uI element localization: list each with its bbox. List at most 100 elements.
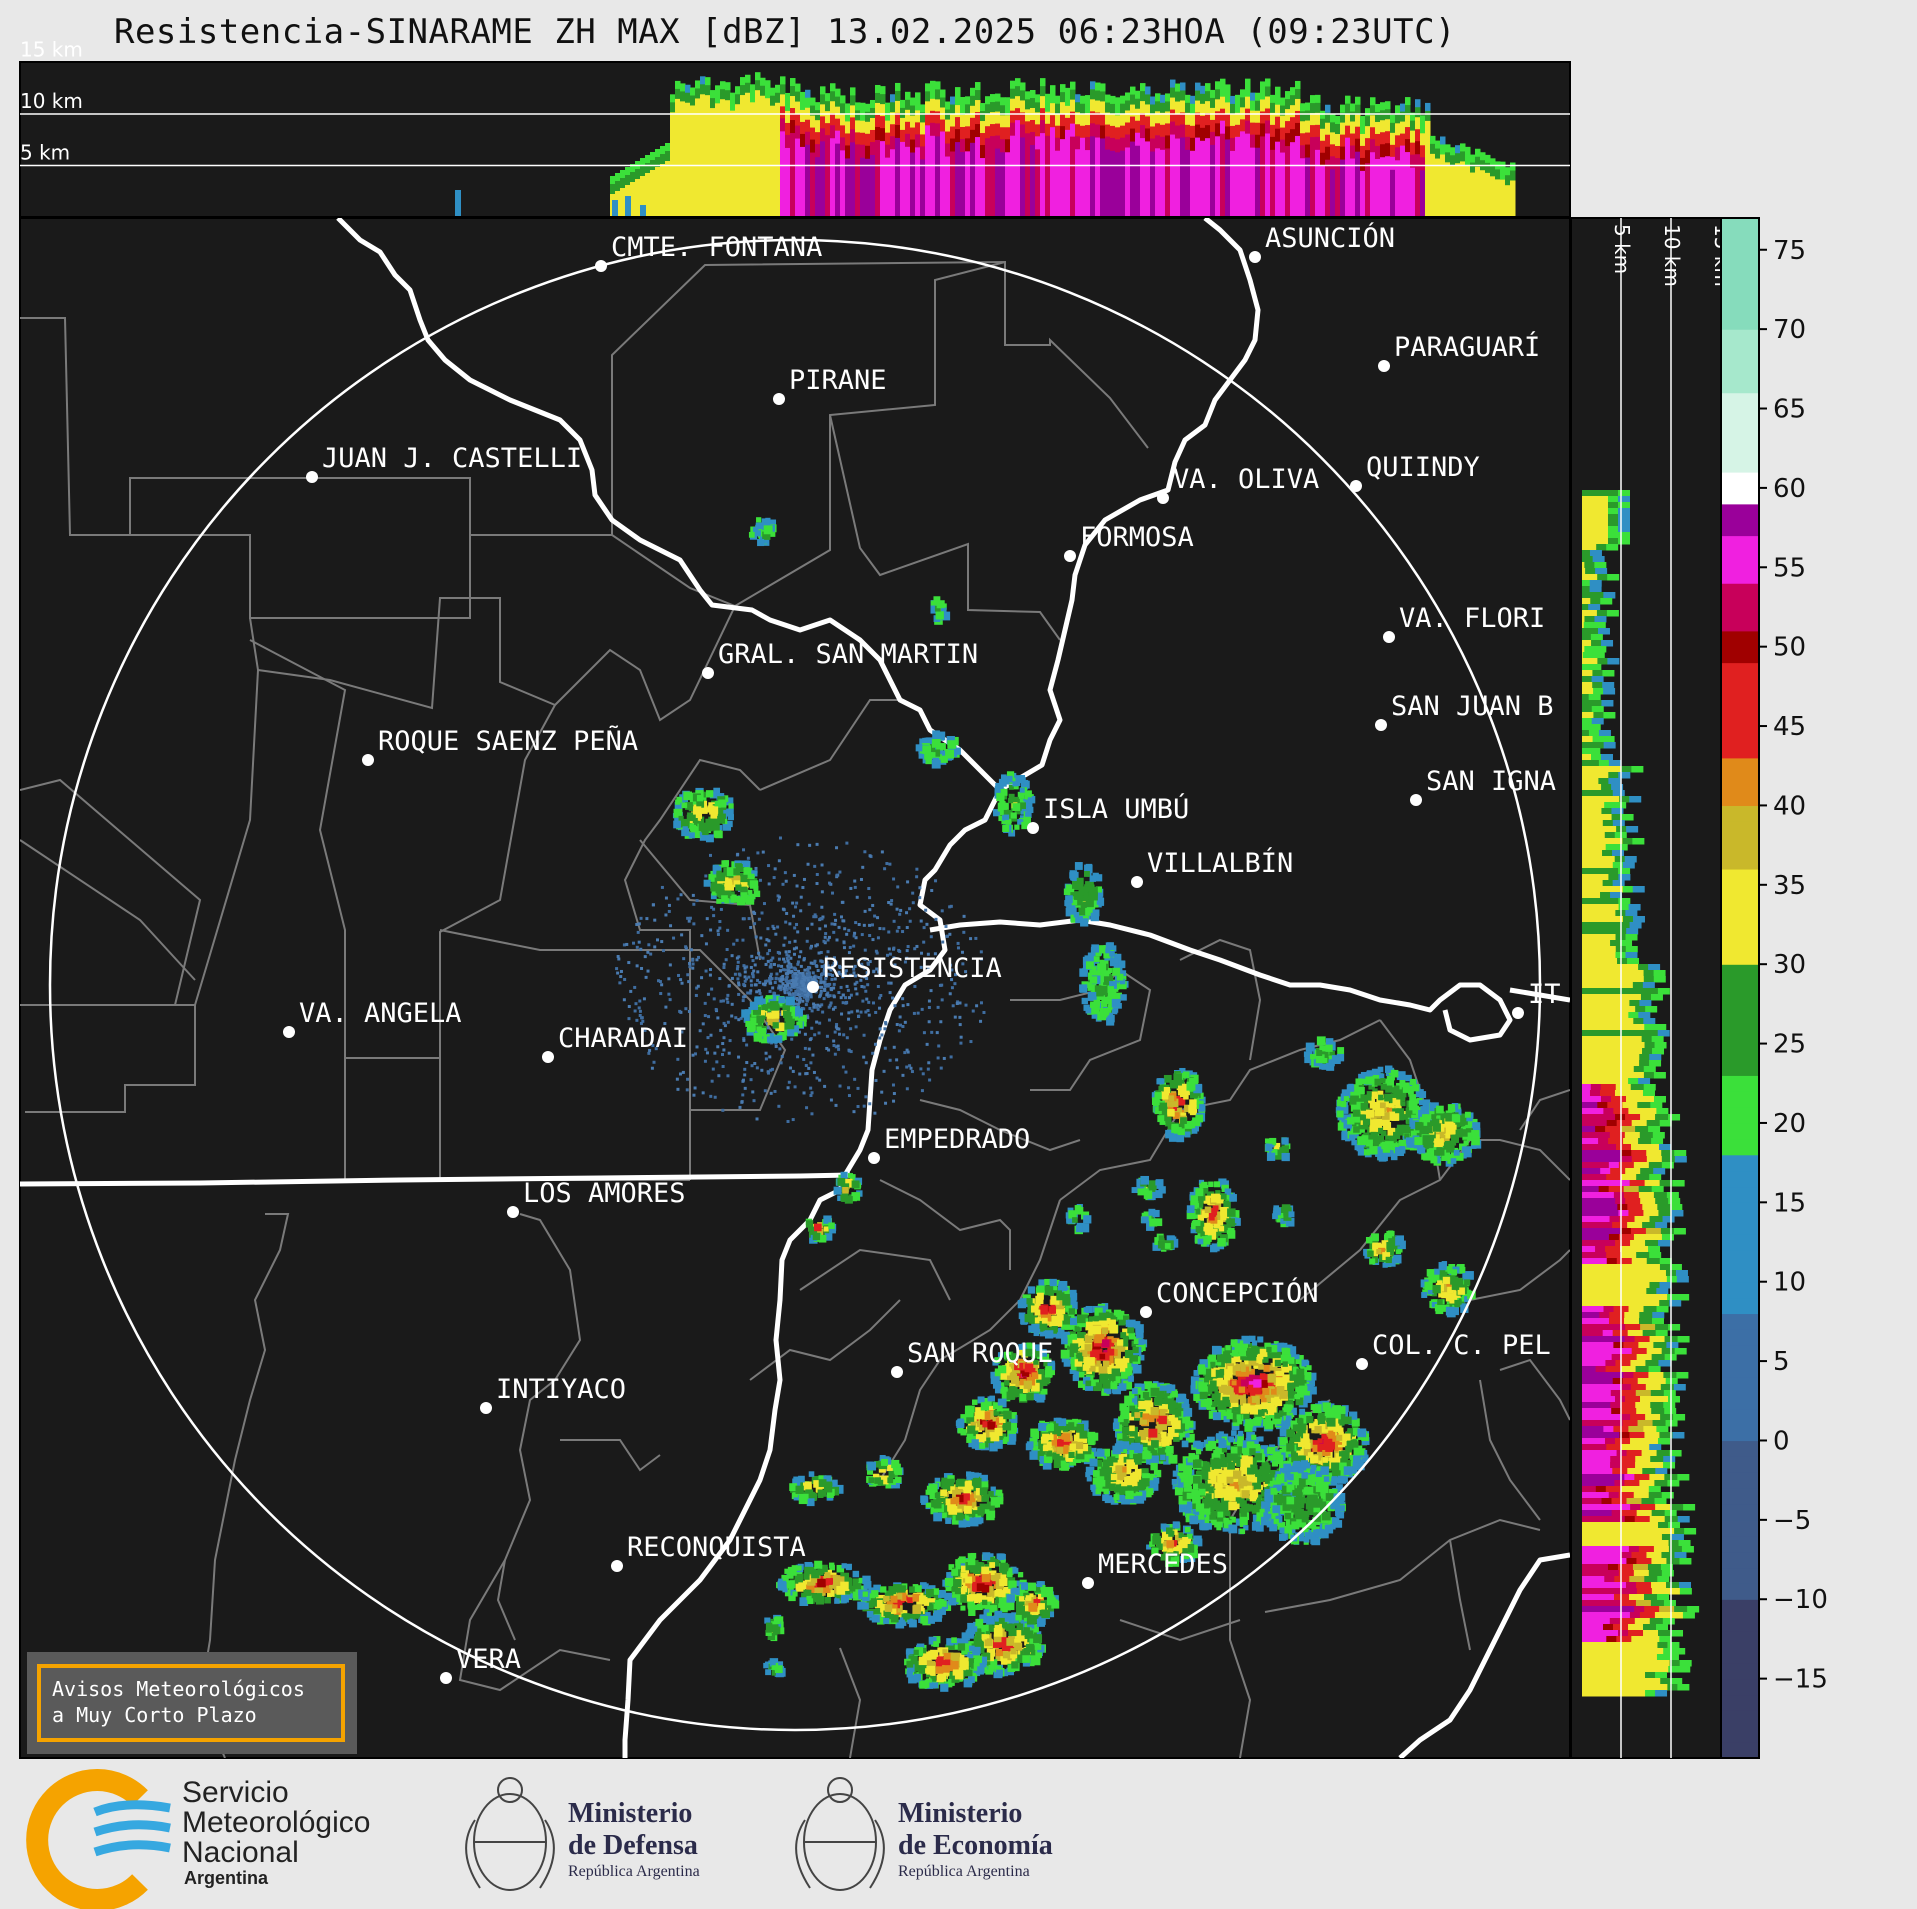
top-echo-cell [1435,158,1441,216]
clutter-speckle [841,993,845,997]
clutter-speckle [627,1005,631,1009]
echo-pixel [1158,1186,1166,1194]
clutter-speckle [867,887,871,891]
echo-pixel [1427,1150,1436,1159]
echo-pixel [1052,1427,1062,1437]
echo-pixel [1095,888,1104,897]
clutter-speckle [689,948,693,952]
clutter-speckle [737,981,741,985]
echo-pixel [998,1382,1005,1389]
echo-pixel [782,1010,791,1019]
echo-pixel [787,1029,795,1037]
clutter-speckle [829,1001,833,1005]
echo-pixel [1361,1078,1368,1085]
echo-pixel [1005,775,1013,783]
echo-pixel [1126,1362,1135,1371]
echo-pixel [1099,1353,1106,1360]
clutter-speckle [709,967,713,971]
clutter-speckle [859,1010,863,1014]
echo-pixel [1455,1109,1462,1116]
echo-pixel [1208,1181,1214,1188]
clutter-speckle [922,940,926,944]
echo-pixel [735,884,742,891]
echo-pixel [749,1001,759,1010]
echo-pixel [1363,1248,1371,1256]
echo-pixel [717,891,723,898]
echo-pixel [1176,1134,1185,1143]
clutter-speckle [861,965,865,969]
clutter-speckle [801,984,805,988]
echo-pixel [1398,1089,1407,1098]
echo-pixel [1197,1238,1204,1245]
clutter-speckle [756,970,760,974]
echo-pixel [974,1412,981,1419]
clutter-speckle [786,966,790,970]
echo-pixel [731,875,741,884]
echo-pixel [705,818,712,825]
clutter-speckle [853,982,857,986]
clutter-speckle [797,969,801,973]
echo-pixel [756,517,762,523]
clutter-speckle [832,986,836,990]
clutter-speckle [878,996,882,1000]
echo-pixel [1395,1103,1402,1110]
echo-pixel [1432,1284,1441,1294]
echo-pixel [1186,1210,1196,1220]
clutter-speckle [783,984,787,988]
echo-pixel [924,753,931,760]
echo-pixel [1026,1392,1034,1401]
echo-pixel [1021,821,1029,830]
echo-pixel [1353,1126,1360,1133]
top-echo-cell [1400,158,1406,216]
clutter-speckle [667,903,671,907]
echo-pixel [1366,1070,1373,1077]
clutter-speckle [853,964,857,968]
echo-pixel [1096,988,1104,997]
clutter-speckle [767,1071,771,1075]
clutter-speckle [918,886,922,890]
clutter-speckle [796,930,800,934]
echo-pixel [1105,942,1112,949]
clutter-speckle [780,984,784,988]
clutter-speckle [928,1078,932,1082]
clutter-speckle [787,986,791,990]
clutter-speckle [788,970,792,974]
clutter-speckle [787,961,791,965]
clutter-speckle [677,973,681,977]
echo-pixel [1390,1153,1398,1161]
echo-pixel [1372,1102,1381,1110]
echo-pixel [772,1022,779,1029]
top-echo-cell [1350,158,1356,216]
clutter-speckle [780,964,784,968]
clutter-speckle [895,1023,899,1027]
echo-pixel [1402,1114,1408,1120]
echo-pixel [1436,1147,1445,1156]
echo-pixel [1383,1121,1392,1131]
echo-pixel [1419,1129,1428,1138]
clutter-speckle [806,995,810,999]
top-echo-cell [612,200,618,216]
clutter-speckle [853,931,857,935]
clutter-speckle [892,1099,896,1103]
top-echo-cell [1445,162,1451,216]
clutter-speckle [901,1004,905,1008]
clutter-speckle [856,959,860,963]
echo-pixel [1209,1214,1215,1221]
echo-pixel [1190,1195,1198,1203]
clutter-speckle [866,1009,870,1013]
echo-pixel [1189,1099,1197,1107]
echo-pixel [1325,1044,1333,1052]
clutter-speckle [827,1005,831,1009]
echo-pixel [1070,1343,1079,1352]
top-echo-cell [635,179,641,216]
top-echo-cell [700,94,706,216]
echo-pixel [1207,1231,1217,1240]
echo-pixel [727,814,734,821]
clutter-speckle [831,891,835,895]
echo-pixel [1091,944,1099,952]
echo-pixel [1120,994,1127,1001]
echo-pixel [1080,918,1089,927]
clutter-speckle [820,985,824,989]
echo-pixel [1059,1282,1067,1290]
top-echo-cell [740,95,746,216]
